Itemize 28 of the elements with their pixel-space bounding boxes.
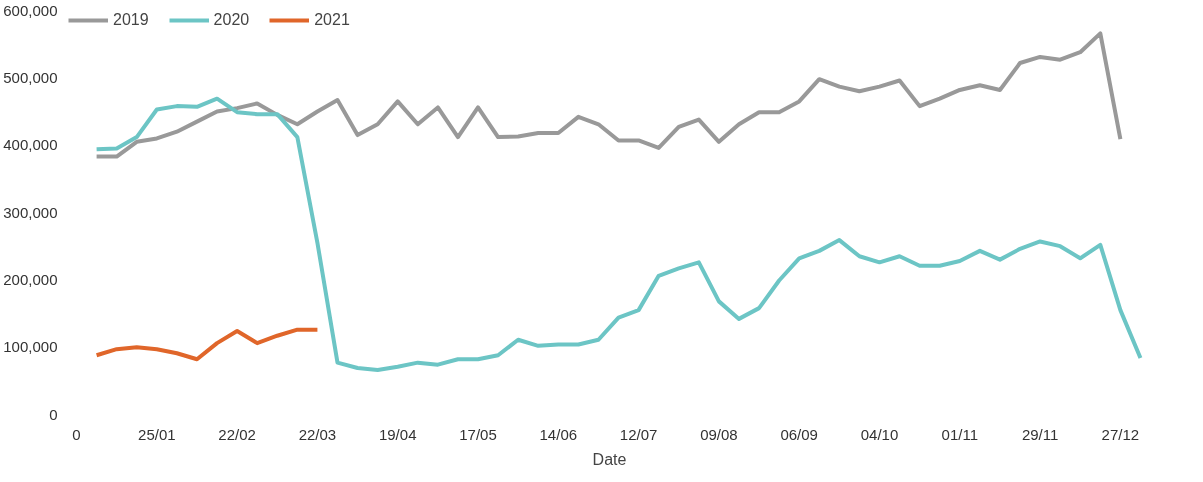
x-tick-label: 29/11: [1021, 425, 1059, 443]
x-tick-label: 14/06: [539, 425, 578, 443]
x-tick-label: 19/04: [378, 425, 417, 443]
legend-label: 2019: [113, 11, 149, 29]
y-tick-label: 500,000: [3, 68, 58, 86]
y-tick-label: 0: [49, 405, 58, 423]
x-tick-label: 25/01: [138, 425, 176, 443]
y-tick-label: 300,000: [3, 203, 58, 221]
y-tick-label: 600,000: [3, 1, 58, 19]
y-tick-label: 400,000: [3, 136, 58, 154]
x-tick-label: 04/10: [860, 425, 899, 443]
x-tick-label: 06/09: [780, 425, 818, 443]
legend-label: 2021: [314, 11, 350, 29]
x-tick-label: 0: [72, 425, 81, 443]
x-tick-label: 22/03: [298, 425, 337, 443]
x-tick-label: 27/12: [1101, 425, 1140, 443]
x-axis-title: Date: [592, 450, 627, 468]
x-tick-label: 22/02: [218, 425, 256, 443]
x-tick-label: 17/05: [459, 425, 497, 443]
y-tick-label: 100,000: [3, 338, 58, 356]
x-tick-label: 01/11: [941, 425, 979, 443]
x-tick-label: 12/07: [619, 425, 658, 443]
line-series: [94, 327, 320, 362]
line-series: [94, 31, 1123, 159]
y-tick-label: 200,000: [3, 270, 58, 288]
x-tick-label: 09/08: [700, 425, 738, 443]
legend-label: 2020: [213, 11, 250, 29]
line-series: [94, 96, 1143, 373]
